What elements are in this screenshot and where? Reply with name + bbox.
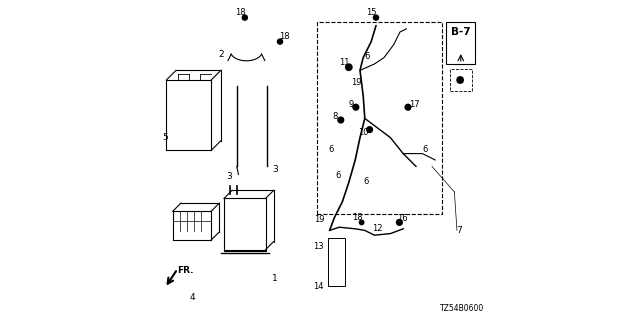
Text: 19: 19 <box>351 78 362 87</box>
Circle shape <box>397 220 403 225</box>
Bar <box>447 22 475 64</box>
Text: 2: 2 <box>218 50 223 59</box>
Text: 8: 8 <box>333 112 338 121</box>
Text: 6: 6 <box>422 145 428 154</box>
Text: 12: 12 <box>372 224 383 233</box>
Text: B-7: B-7 <box>451 27 470 37</box>
Circle shape <box>278 39 283 44</box>
Text: 16: 16 <box>397 214 408 223</box>
Text: 18: 18 <box>236 8 246 17</box>
Circle shape <box>457 77 463 83</box>
Text: 18: 18 <box>352 213 363 222</box>
Bar <box>317 22 442 214</box>
Bar <box>328 238 344 286</box>
Circle shape <box>353 104 359 110</box>
Text: 10: 10 <box>358 128 369 137</box>
Text: 13: 13 <box>313 242 324 251</box>
Text: 17: 17 <box>409 100 420 108</box>
Circle shape <box>405 104 411 110</box>
Text: 18: 18 <box>280 32 290 41</box>
Text: TZ54B0600: TZ54B0600 <box>440 304 484 313</box>
Text: 4: 4 <box>189 293 195 302</box>
Text: 6: 6 <box>328 145 333 154</box>
Text: 14: 14 <box>314 282 324 291</box>
Text: 7: 7 <box>456 226 462 235</box>
Text: 6: 6 <box>364 177 369 186</box>
Text: 9: 9 <box>348 100 354 108</box>
Text: 15: 15 <box>366 8 376 17</box>
Circle shape <box>360 220 364 225</box>
Circle shape <box>243 15 248 20</box>
Circle shape <box>338 117 344 123</box>
Circle shape <box>374 15 379 20</box>
Circle shape <box>367 127 372 132</box>
Bar <box>450 69 472 91</box>
Text: FR.: FR. <box>177 266 193 275</box>
Text: 5: 5 <box>162 133 168 142</box>
Text: 1: 1 <box>273 274 278 283</box>
Text: 3: 3 <box>226 172 232 180</box>
Text: 6: 6 <box>365 52 370 61</box>
Text: 11: 11 <box>339 58 349 67</box>
Text: 3: 3 <box>273 165 278 174</box>
Circle shape <box>346 64 352 70</box>
Text: 6: 6 <box>336 171 341 180</box>
Text: 19: 19 <box>314 215 324 224</box>
